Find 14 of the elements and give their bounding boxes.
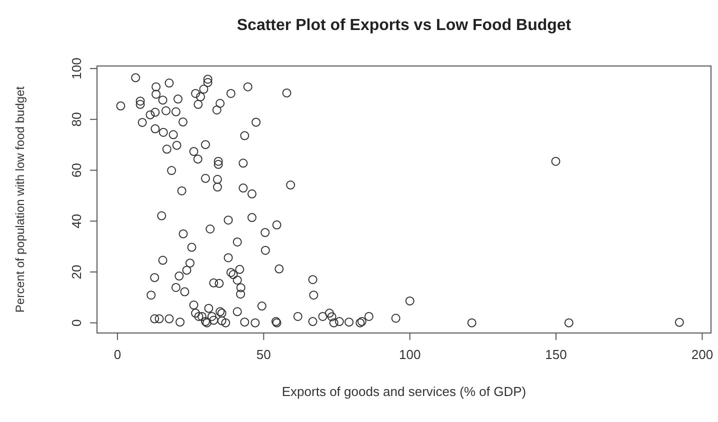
y-tick-label: 40 bbox=[69, 214, 84, 228]
x-tick-label: 0 bbox=[114, 347, 122, 362]
y-axis-title: Percent of population with low food budget bbox=[13, 86, 27, 313]
y-tick-label: 0 bbox=[69, 319, 84, 326]
x-tick-label: 200 bbox=[691, 347, 714, 362]
chart-title: Scatter Plot of Exports vs Low Food Budget bbox=[236, 17, 572, 34]
x-tick-label: 150 bbox=[545, 347, 567, 362]
x-tick-label: 50 bbox=[256, 347, 271, 362]
x-tick-label: 100 bbox=[398, 347, 421, 362]
y-tick-label: 100 bbox=[69, 58, 84, 80]
x-axis-title: Exports of goods and services (% of GDP) bbox=[282, 384, 526, 399]
y-tick-label: 60 bbox=[69, 163, 84, 178]
y-tick-label: 80 bbox=[69, 112, 84, 127]
y-tick-label: 20 bbox=[69, 264, 84, 280]
